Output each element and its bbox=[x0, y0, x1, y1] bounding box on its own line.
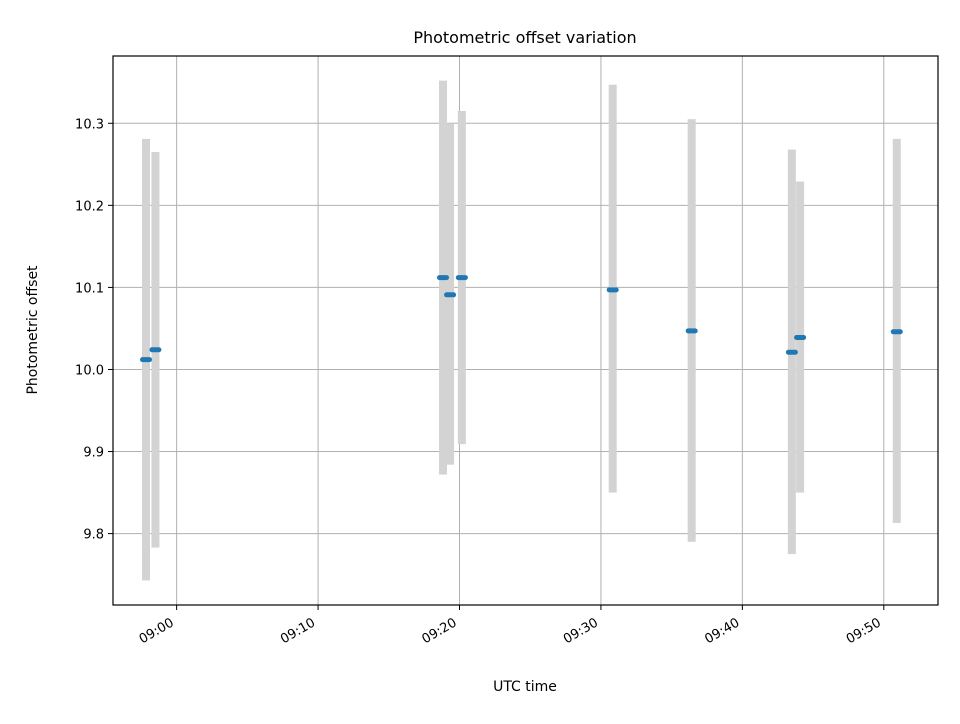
data-point-marker bbox=[685, 328, 698, 334]
y-axis-label: Photometric offset bbox=[25, 265, 41, 395]
data-point-marker bbox=[437, 275, 449, 281]
y-tick-label: 9.9 bbox=[83, 446, 104, 461]
y-tick-label: 10.0 bbox=[75, 363, 104, 378]
y-tick-label: 10.1 bbox=[75, 281, 104, 296]
data-point-marker bbox=[140, 357, 152, 363]
data-point-marker bbox=[149, 347, 162, 353]
y-tick-label: 10.3 bbox=[75, 117, 104, 132]
y-tick-label: 10.2 bbox=[75, 199, 104, 214]
plot-frame bbox=[112, 55, 939, 606]
marker-layer bbox=[140, 275, 903, 363]
data-point-marker bbox=[606, 287, 619, 293]
data-point-marker bbox=[794, 334, 807, 340]
data-point-marker bbox=[444, 292, 457, 298]
y-tick-label: 9.8 bbox=[83, 528, 104, 543]
x-axis-label: UTC time bbox=[493, 679, 557, 695]
chart-title: Photometric offset variation bbox=[413, 28, 636, 47]
data-point-marker bbox=[890, 329, 903, 335]
data-point-marker bbox=[455, 275, 468, 281]
data-point-marker bbox=[785, 349, 798, 355]
